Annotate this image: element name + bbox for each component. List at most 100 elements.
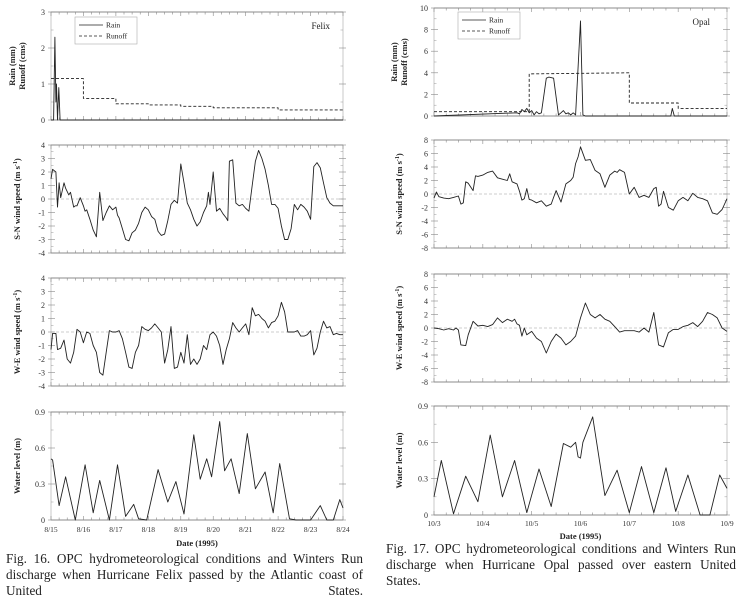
y-axis-title: S-N wind speed (m s-1) [12,158,22,240]
legend-runoff-label: Runoff [489,27,511,36]
y-tick-label: -6 [421,365,428,374]
x-tick-label: 8/17 [109,525,123,534]
legend-runoff-label: Runoff [106,32,128,41]
series-line-water-level [433,416,728,516]
series-line-runoff [434,72,727,113]
x-tick-label: 8/22 [271,525,285,534]
x-tick-label: 8/23 [304,525,318,534]
y-tick-label: -6 [421,231,428,240]
y-tick-label: 8 [424,136,428,145]
y-tick-label: 0 [41,516,45,525]
y-tick-label: 0 [424,112,428,121]
y-tick-label: 4 [41,274,45,283]
series-line-water-level [50,421,344,521]
y-tick-label: 0.6 [418,438,428,447]
y-tick-label: -2 [38,355,45,364]
x-axis-title: Date (1995) [560,531,602,541]
legend-box [74,16,138,45]
x-tick-label: 10/4 [476,519,490,528]
x-axis-title: Date (1995) [176,538,218,548]
y-tick-label: 3 [41,288,45,297]
y-tick-label: 10 [420,4,428,13]
storm-name-label: Opal [693,17,711,27]
x-tick-label: 10/3 [427,519,441,528]
y-tick-label: -4 [38,382,45,391]
fig17-rain-runoff-panel: 0 2 4 6 8 10 Rain (mm) Runoff (cms) Rain Runoff Op… [389,4,730,121]
y-tick-label: -1 [38,342,45,351]
series-line-rain [51,36,343,121]
y-tick-label: 3 [41,155,45,164]
x-tick-label: 8/16 [77,525,91,534]
y-tick-label: 4 [424,69,428,78]
y-axis-title: Water level (m) [394,432,404,488]
y-axis-title: Rain (mm) [389,42,399,82]
series-line-runoff [51,78,343,111]
fig16-rain-runoff-panel: 0 1 2 3 Rain (mm) Runoff (cms) Rain Runoff Felix [7,8,346,125]
y-tick-label: 1 [41,182,45,191]
y-axis-title: Rain (mm) [7,46,17,86]
legend-rain-label: Rain [106,21,120,30]
y-tick-label: 0 [424,324,428,333]
x-tick-label: 8/20 [207,525,221,534]
y-tick-label: 0.3 [35,480,45,489]
y-tick-label: -3 [38,369,45,378]
y-tick-label: 1 [41,80,45,89]
y-tick-label: 4 [41,141,45,150]
y-tick-label: 2 [41,44,45,53]
y-tick-label: -1 [38,209,45,218]
y-tick-label: -8 [421,378,428,387]
x-tick-label: 10/9 [720,519,734,528]
y-tick-label: -8 [421,244,428,253]
x-tick-label: 8/15 [44,525,58,534]
y-tick-label: 4 [424,163,428,172]
fig17-we-wind-panel: -8 -6 -4 -2 0 2 4 6 8 W-E wind speed (m s-1) [394,270,730,387]
y-tick-label: 0 [41,328,45,337]
x-tick-label: 8/19 [174,525,188,534]
storm-name-label: Felix [311,21,330,31]
series-line-rain [433,20,727,117]
y-tick-label: 0.3 [418,475,428,484]
y-tick-label: -4 [38,249,45,258]
y-tick-label: -2 [421,204,428,213]
x-tick-label: 10/7 [623,519,637,528]
y-axis-title: S-N wind speed (m s-1) [394,153,404,235]
x-tick-label: 8/24 [336,525,350,534]
y-tick-label: 0 [41,195,45,204]
y-tick-label: 6 [424,150,428,159]
y-tick-label: -3 [38,236,45,245]
figure-16-caption: Fig. 16. OPC hydrometeorological conditi… [6,551,363,598]
y-tick-label: -4 [421,217,428,226]
y-tick-label: 2 [424,311,428,320]
legend-rain-label: Rain [489,16,503,25]
fig16-water-level-panel: 0 0.3 0.6 0.9 Water level (m) 8/15 8/16 8/17 8/1… [12,408,350,548]
y-tick-label: 0 [41,116,45,125]
y-tick-label: 0.9 [35,408,45,417]
series-line-s-n-wind-speed [50,149,343,242]
y-tick-label: 2 [424,177,428,186]
fig16-we-wind-panel: -4 -3 -2 -1 0 1 2 3 4 W-E wind speed (m s-1) [12,274,346,391]
fig17-water-level-panel: 0 0.3 0.6 0.9 Water level (m) 10/3 10/4 10/5 10/… [394,402,734,541]
fig16-sn-wind-panel: -4 -3 -2 -1 0 1 2 3 4 S-N wind speed (m s-1) [12,141,346,258]
y-axis-title: Water level (m) [12,438,22,494]
y-tick-label: -2 [38,222,45,231]
y-axis-title: W-E wind speed (m s-1) [12,290,22,375]
series-line-s-n-wind-speed [433,146,728,215]
x-tick-label: 10/5 [525,519,539,528]
fig17-sn-wind-panel: -8 -6 -4 -2 0 2 4 6 8 S-N wind speed (m s-1) [394,136,730,253]
y-tick-label: 2 [41,301,45,310]
y-tick-label: 0.6 [35,444,45,453]
series-line-w-e-wind-speed [433,302,728,354]
plot-frame [433,405,728,516]
y-axis-title: Runoff (cms) [17,42,27,90]
figure-17-caption: Fig. 17. OPC hydrometeorological conditi… [386,541,736,588]
y-axis-title: W-E wind speed (m s-1) [394,286,404,371]
x-tick-label: 10/8 [671,519,685,528]
y-tick-label: 0 [424,511,428,520]
y-tick-label: 6 [424,47,428,56]
legend-box [457,11,521,40]
y-tick-label: 8 [424,270,428,279]
y-tick-label: -4 [421,351,428,360]
y-tick-label: 3 [41,8,45,17]
y-tick-label: 4 [424,297,428,306]
